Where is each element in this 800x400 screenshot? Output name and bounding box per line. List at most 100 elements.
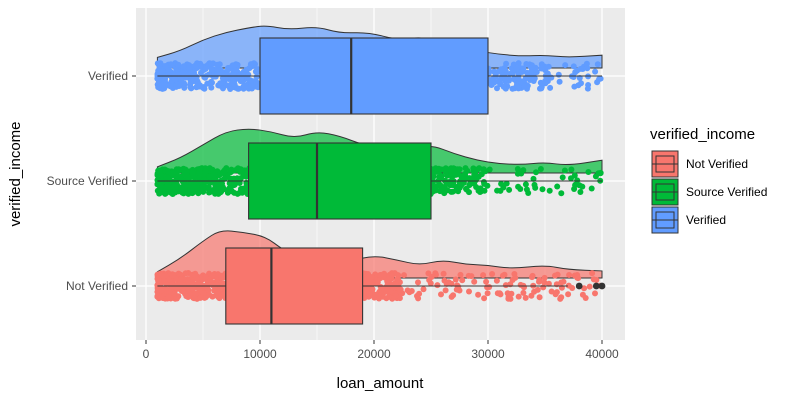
jitter-point (513, 65, 520, 72)
jitter-point (165, 294, 172, 301)
jitter-point (219, 180, 225, 187)
jitter-point (515, 75, 522, 82)
jitter-point (212, 187, 219, 194)
jitter-point (483, 278, 490, 285)
jitter-point (199, 84, 206, 91)
jitter-point (592, 68, 599, 75)
jitter-point (432, 165, 439, 172)
jitter-point (160, 273, 167, 280)
jitter-point (369, 286, 376, 293)
jitter-point (476, 165, 483, 172)
jitter-point (503, 180, 510, 187)
jitter-point (441, 277, 448, 284)
jitter-point (540, 284, 547, 291)
jitter-point (218, 274, 225, 281)
jitter-point (401, 272, 407, 279)
jitter-point (156, 190, 163, 197)
jitter-point (514, 166, 521, 172)
jitter-point (154, 75, 161, 82)
y-tick-label: Verified (88, 69, 128, 83)
jitter-point (404, 287, 411, 294)
jitter-point (538, 85, 545, 92)
jitter-point (171, 76, 178, 83)
jitter-point (173, 295, 180, 302)
jitter-point (566, 272, 573, 278)
jitter-point (454, 169, 461, 176)
jitter-point (581, 285, 588, 292)
jitter-point (523, 186, 530, 193)
jitter-point (488, 82, 495, 88)
jitter-point (185, 188, 192, 195)
jitter-point (227, 175, 234, 182)
jitter-point (501, 271, 508, 278)
jitter-point (536, 294, 543, 301)
jitter-point (448, 188, 455, 195)
jitter-point (448, 293, 455, 300)
jitter-point (597, 75, 604, 82)
jitter-point (165, 67, 172, 74)
jitter-point (171, 183, 178, 190)
jitter-point (559, 174, 566, 181)
jitter-point (362, 276, 369, 283)
jitter-point (155, 277, 162, 284)
jitter-point (389, 272, 395, 279)
jitter-point (529, 274, 535, 281)
jitter-point (208, 66, 215, 73)
jitter-point (572, 181, 579, 188)
jitter-point (466, 175, 473, 182)
boxplots (157, 37, 606, 325)
jitter-point (484, 182, 491, 189)
jitter-point (217, 80, 224, 87)
jitter-point (221, 167, 228, 173)
jitter-point (206, 173, 213, 180)
jitter-point (541, 274, 548, 281)
jitter-point (441, 184, 448, 191)
jitter-point (228, 187, 235, 194)
legend-key-box (655, 183, 675, 201)
jitter-point (523, 61, 530, 67)
jitter-point (251, 82, 258, 88)
jitter-point (191, 295, 198, 302)
jitter-point (450, 182, 457, 189)
jitter-point (178, 77, 185, 84)
jitter-point (570, 63, 577, 70)
jitter-point (184, 278, 191, 285)
jitter-point (253, 73, 260, 80)
jitter-point (247, 61, 254, 68)
jitter-point (385, 293, 392, 300)
legend-entry: Not Verified (651, 150, 748, 178)
jitter-point (175, 61, 182, 68)
jitter-point (568, 166, 575, 173)
jitter-point (162, 287, 169, 294)
jitter-point (416, 290, 423, 297)
jitter-point (169, 272, 176, 279)
jitter-point (486, 166, 493, 173)
jitter-point (536, 278, 542, 285)
jitter-point (539, 186, 546, 193)
jitter-point (437, 188, 443, 195)
jitter-point (171, 290, 178, 297)
jitter-point (164, 168, 171, 175)
jitter-point (189, 78, 196, 85)
jitter-point (179, 69, 186, 76)
jitter-point (158, 172, 165, 179)
jitter-point (589, 270, 596, 277)
jitter-point (471, 278, 478, 285)
jitter-point (468, 273, 475, 280)
jitter-point (515, 60, 522, 67)
jitter-point (529, 63, 536, 70)
jitter-point (182, 270, 189, 277)
jitter-point (558, 279, 565, 286)
jitter-point (234, 175, 241, 182)
jitter-point (594, 61, 601, 68)
jitter-point (494, 85, 500, 92)
jitter-point (521, 83, 528, 90)
x-tick-label: 0 (143, 347, 150, 361)
jitter-point (556, 78, 563, 85)
jitter-point (230, 72, 237, 79)
jitter-point (193, 275, 200, 282)
jitter-point (370, 279, 377, 286)
jitter-point (592, 173, 599, 180)
jitter-point (531, 75, 538, 82)
jitter-point (167, 83, 174, 90)
